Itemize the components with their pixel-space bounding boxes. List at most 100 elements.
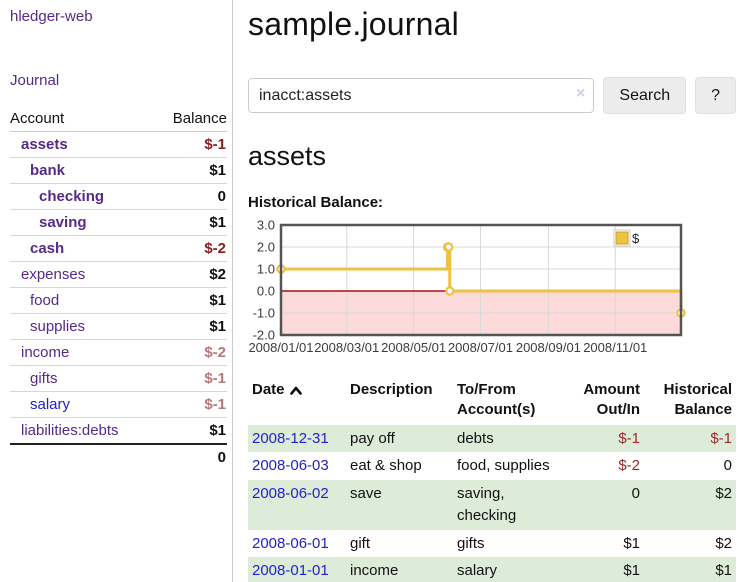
account-balance: $-1	[154, 131, 227, 158]
account-name-cell: liabilities:debts	[10, 418, 155, 445]
plot-border	[279, 223, 683, 337]
account-name-cell: food	[10, 287, 155, 314]
account-row: food $1	[10, 287, 227, 314]
transaction-amount-cell: $-2	[618, 457, 640, 475]
transaction-accounts-cell: salary	[453, 557, 565, 582]
transaction-date-cell: 2008-06-01	[248, 530, 346, 558]
account-row: assets $-1	[10, 131, 227, 158]
transaction-date-link[interactable]: 2008-12-31	[252, 429, 329, 447]
account-name-cell: saving	[10, 209, 155, 236]
sidebar-account-link-cash[interactable]: cash	[30, 240, 65, 257]
register-row: 2008-12-31 pay off debts $-1 $-1	[248, 424, 736, 453]
chart-title: Historical Balance:	[248, 194, 384, 211]
transaction-date-cell: 2008-06-03	[248, 452, 346, 480]
account-balance: $-1	[154, 391, 227, 418]
account-balance: $-2	[154, 339, 227, 366]
sidebar-account-link-expenses[interactable]: expenses	[21, 266, 86, 283]
transaction-amount-cell: 0	[565, 480, 644, 530]
transaction-date-cell: 2008-01-01	[248, 557, 346, 582]
column-header-amount[interactable]: Amount Out/In	[583, 381, 640, 419]
transaction-description-cell: pay off	[346, 424, 453, 453]
app-title-link[interactable]: hledger-web	[10, 8, 93, 25]
sidebar: hledger-web Journal Account Balance asse…	[0, 0, 233, 582]
y-tick-label: 1.0	[257, 262, 275, 277]
sidebar-account-link-supplies[interactable]: supplies	[30, 318, 86, 335]
account-name-cell: bank	[10, 157, 155, 184]
account-row: expenses $2	[10, 261, 227, 288]
account-row: liabilities:debts $1	[10, 418, 227, 445]
page-title: sample.journal	[248, 6, 459, 42]
column-header-date[interactable]: Date	[248, 378, 346, 425]
transaction-date-link[interactable]: 2008-06-02	[252, 485, 329, 502]
account-name-cell: cash	[10, 235, 155, 262]
column-header-description[interactable]: Description	[350, 381, 433, 398]
transaction-date-link[interactable]: 2008-06-01	[252, 534, 329, 552]
x-tick-label: 2008/09/01	[516, 340, 581, 355]
register-row: 2008-06-03 eat & shop food, supplies $-2 0	[248, 452, 736, 480]
transaction-accounts-cell: food, supplies	[457, 457, 550, 475]
search-button[interactable]: Search	[603, 77, 687, 114]
sidebar-account-link-checking[interactable]: checking	[39, 188, 105, 205]
account-row: supplies $1	[10, 313, 227, 340]
account-row: gifts $-1	[10, 365, 227, 392]
register-table: Date Description To/From Account(s) Amou…	[248, 378, 736, 582]
account-balance: $1	[209, 422, 226, 439]
data-point-marker	[445, 286, 455, 296]
account-name-cell: assets	[10, 131, 155, 158]
sidebar-account-link-saving[interactable]: saving	[39, 214, 87, 231]
sort-ascending-icon	[289, 381, 302, 401]
transaction-date-link[interactable]: 2008-06-03	[252, 457, 329, 475]
account-row: cash $-2	[10, 235, 227, 262]
sidebar-account-link-bank[interactable]: bank	[30, 162, 66, 179]
help-button[interactable]: ?	[695, 77, 736, 114]
sidebar-account-link-assets[interactable]: assets	[21, 136, 68, 153]
transaction-balance-cell: $-1	[644, 424, 736, 453]
transaction-description-cell: gift	[350, 534, 371, 552]
transaction-description-cell: save	[346, 480, 453, 530]
x-tick-label: 2008/03/01	[314, 340, 379, 355]
legend-swatch-icon	[615, 231, 629, 245]
data-point-marker	[443, 242, 454, 252]
clear-search-icon[interactable]: ×	[576, 85, 586, 102]
account-name-cell: expenses	[10, 261, 155, 288]
account-row: income $-2	[10, 339, 227, 366]
x-tick-label: 2008/11/01	[583, 340, 647, 355]
transaction-amount-cell: $1	[565, 557, 644, 582]
sidebar-account-link-income[interactable]: income	[21, 344, 70, 361]
account-balance: $1	[154, 313, 227, 340]
date-header-label: Date	[252, 381, 285, 398]
search-input[interactable]	[248, 78, 595, 113]
column-header-balance[interactable]: Historical Balance	[663, 381, 732, 419]
account-name-cell: income	[10, 339, 155, 366]
account-row: bank $1	[10, 157, 227, 184]
spacer	[10, 443, 155, 470]
x-tick-label: 2008/07/01	[448, 340, 513, 355]
account-name-cell: gifts	[10, 365, 155, 392]
balance-column-header: Balance	[154, 105, 227, 132]
historical-balance-chart[interactable]: $3.0 2.0 1.0 0.0 -1.0 -2.0 2008/01/01 2008/03/0…	[248, 218, 736, 360]
transaction-date-cell: 2008-12-31	[248, 424, 346, 453]
sidebar-account-link-gifts[interactable]: gifts	[30, 370, 58, 387]
register-row: 2008-01-01 income salary $1 $1	[248, 557, 736, 582]
sidebar-account-link-liabilities-debts[interactable]: liabilities:debts	[21, 422, 119, 439]
y-tick-label: -1.0	[253, 306, 275, 321]
transaction-date-link[interactable]: 2008-01-01	[252, 562, 329, 580]
account-balance: $1	[154, 157, 227, 184]
sidebar-account-link-food[interactable]: food	[30, 292, 60, 309]
account-balance: $-2	[154, 235, 227, 262]
column-header-accounts[interactable]: To/From Account(s)	[457, 381, 536, 419]
register-row: 2008-06-01 gift gifts $1 $2	[248, 530, 736, 558]
y-tick-label: 3.0	[257, 218, 275, 233]
account-balance: $1	[154, 287, 227, 314]
x-tick-label: 2008/05/01	[381, 340, 446, 355]
account-balance: $-1	[154, 365, 227, 392]
register-row: 2008-06-02 save saving, checking 0 $2	[248, 480, 736, 530]
account-name-cell: salary	[10, 391, 155, 418]
sidebar-item-journal[interactable]: Journal	[10, 72, 60, 89]
account-name-cell: checking	[10, 183, 155, 210]
sidebar-account-link-salary[interactable]: salary	[30, 396, 71, 413]
accounts-total-value: 0	[154, 443, 227, 470]
transaction-amount-cell: $-1	[565, 424, 644, 453]
account-row: saving $1	[10, 209, 227, 236]
